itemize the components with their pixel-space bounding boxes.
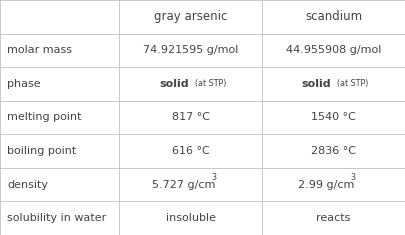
Text: 2.99 g/cm: 2.99 g/cm [298,180,354,190]
Text: solid: solid [159,79,189,89]
Text: 616 °C: 616 °C [172,146,210,156]
Text: 44.955908 g/mol: 44.955908 g/mol [286,45,381,55]
Text: 817 °C: 817 °C [172,113,210,122]
Text: gray arsenic: gray arsenic [154,10,228,23]
Text: scandium: scandium [305,10,362,23]
Text: reacts: reacts [316,213,351,223]
Text: insoluble: insoluble [166,213,216,223]
Text: 3: 3 [350,173,356,182]
Text: 3: 3 [211,173,216,182]
Text: melting point: melting point [7,113,82,122]
Text: solubility in water: solubility in water [7,213,107,223]
Text: (at STP): (at STP) [194,79,226,88]
Text: 5.727 g/cm: 5.727 g/cm [152,180,215,190]
Text: density: density [7,180,48,190]
Text: 1540 °C: 1540 °C [311,113,356,122]
Text: phase: phase [7,79,41,89]
Text: solid: solid [302,79,331,89]
Text: boiling point: boiling point [7,146,77,156]
Text: molar mass: molar mass [7,45,72,55]
Text: 74.921595 g/mol: 74.921595 g/mol [143,45,239,55]
Text: (at STP): (at STP) [337,79,369,88]
Text: 2836 °C: 2836 °C [311,146,356,156]
